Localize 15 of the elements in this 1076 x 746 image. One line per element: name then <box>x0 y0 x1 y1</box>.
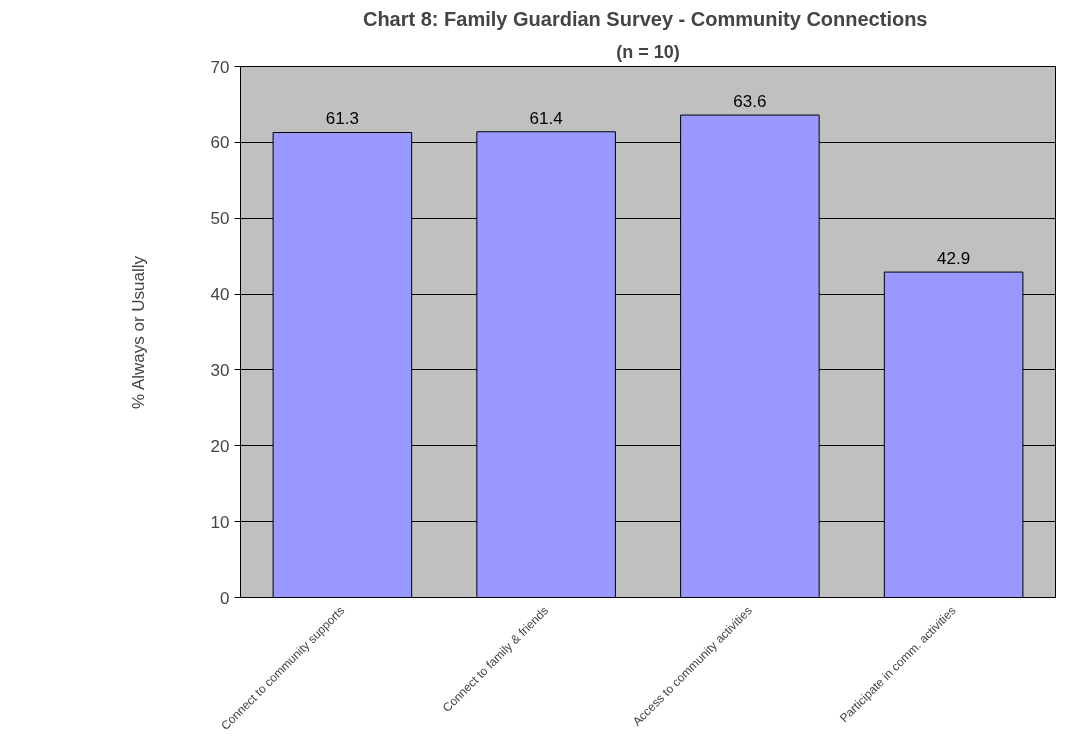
y-tick-label: 20 <box>210 436 230 456</box>
y-tick-label: 70 <box>210 57 230 77</box>
chart-subtitle: (n = 10) <box>616 41 680 62</box>
y-tick-label: 0 <box>220 588 230 608</box>
data-label: 42.9 <box>937 249 971 269</box>
y-tick-label: 60 <box>210 133 230 153</box>
y-tick-label: 40 <box>210 285 230 305</box>
data-label: 61.4 <box>529 108 563 128</box>
data-label: 61.3 <box>325 109 359 129</box>
data-label: 63.6 <box>733 92 767 112</box>
y-tick-label: 50 <box>210 209 230 229</box>
y-tick-label: 30 <box>210 360 230 380</box>
chart-title: Chart 8: Family Guardian Survey - Community Connections <box>362 7 928 30</box>
y-tick-label: 10 <box>210 512 230 532</box>
y-axis-title: % Always or Usually <box>128 255 148 409</box>
